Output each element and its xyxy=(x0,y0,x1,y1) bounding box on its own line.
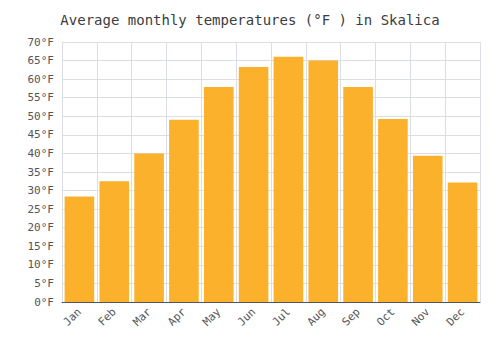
svg-text:40°F: 40°F xyxy=(28,147,55,160)
svg-text:65°F: 65°F xyxy=(28,54,55,67)
svg-text:Mar: Mar xyxy=(130,305,153,328)
svg-text:45°F: 45°F xyxy=(28,128,55,141)
svg-text:55°F: 55°F xyxy=(28,91,55,104)
svg-text:5°F: 5°F xyxy=(34,277,54,290)
svg-text:Sep: Sep xyxy=(339,305,362,328)
svg-text:Nov: Nov xyxy=(409,305,432,328)
svg-text:Feb: Feb xyxy=(96,305,119,328)
svg-text:25°F: 25°F xyxy=(28,203,55,216)
svg-text:Oct: Oct xyxy=(374,305,397,328)
svg-text:30°F: 30°F xyxy=(28,184,55,197)
svg-text:Dec: Dec xyxy=(444,305,467,328)
svg-text:70°F: 70°F xyxy=(28,36,55,49)
svg-text:60°F: 60°F xyxy=(28,73,55,86)
svg-text:10°F: 10°F xyxy=(28,258,55,271)
svg-text:Jun: Jun xyxy=(235,305,258,328)
svg-text:Aug: Aug xyxy=(305,305,328,328)
svg-text:0°F: 0°F xyxy=(34,296,54,309)
svg-text:Jan: Jan xyxy=(61,305,84,328)
svg-text:20°F: 20°F xyxy=(28,221,55,234)
svg-text:May: May xyxy=(200,305,223,328)
svg-text:35°F: 35°F xyxy=(28,166,55,179)
svg-text:15°F: 15°F xyxy=(28,240,55,253)
svg-text:50°F: 50°F xyxy=(28,110,55,123)
svg-text:Apr: Apr xyxy=(165,305,188,328)
svg-text:Jul: Jul xyxy=(270,305,293,328)
svg-text:Average monthly temperatures (: Average monthly temperatures (°F ) in Sk… xyxy=(60,12,439,28)
